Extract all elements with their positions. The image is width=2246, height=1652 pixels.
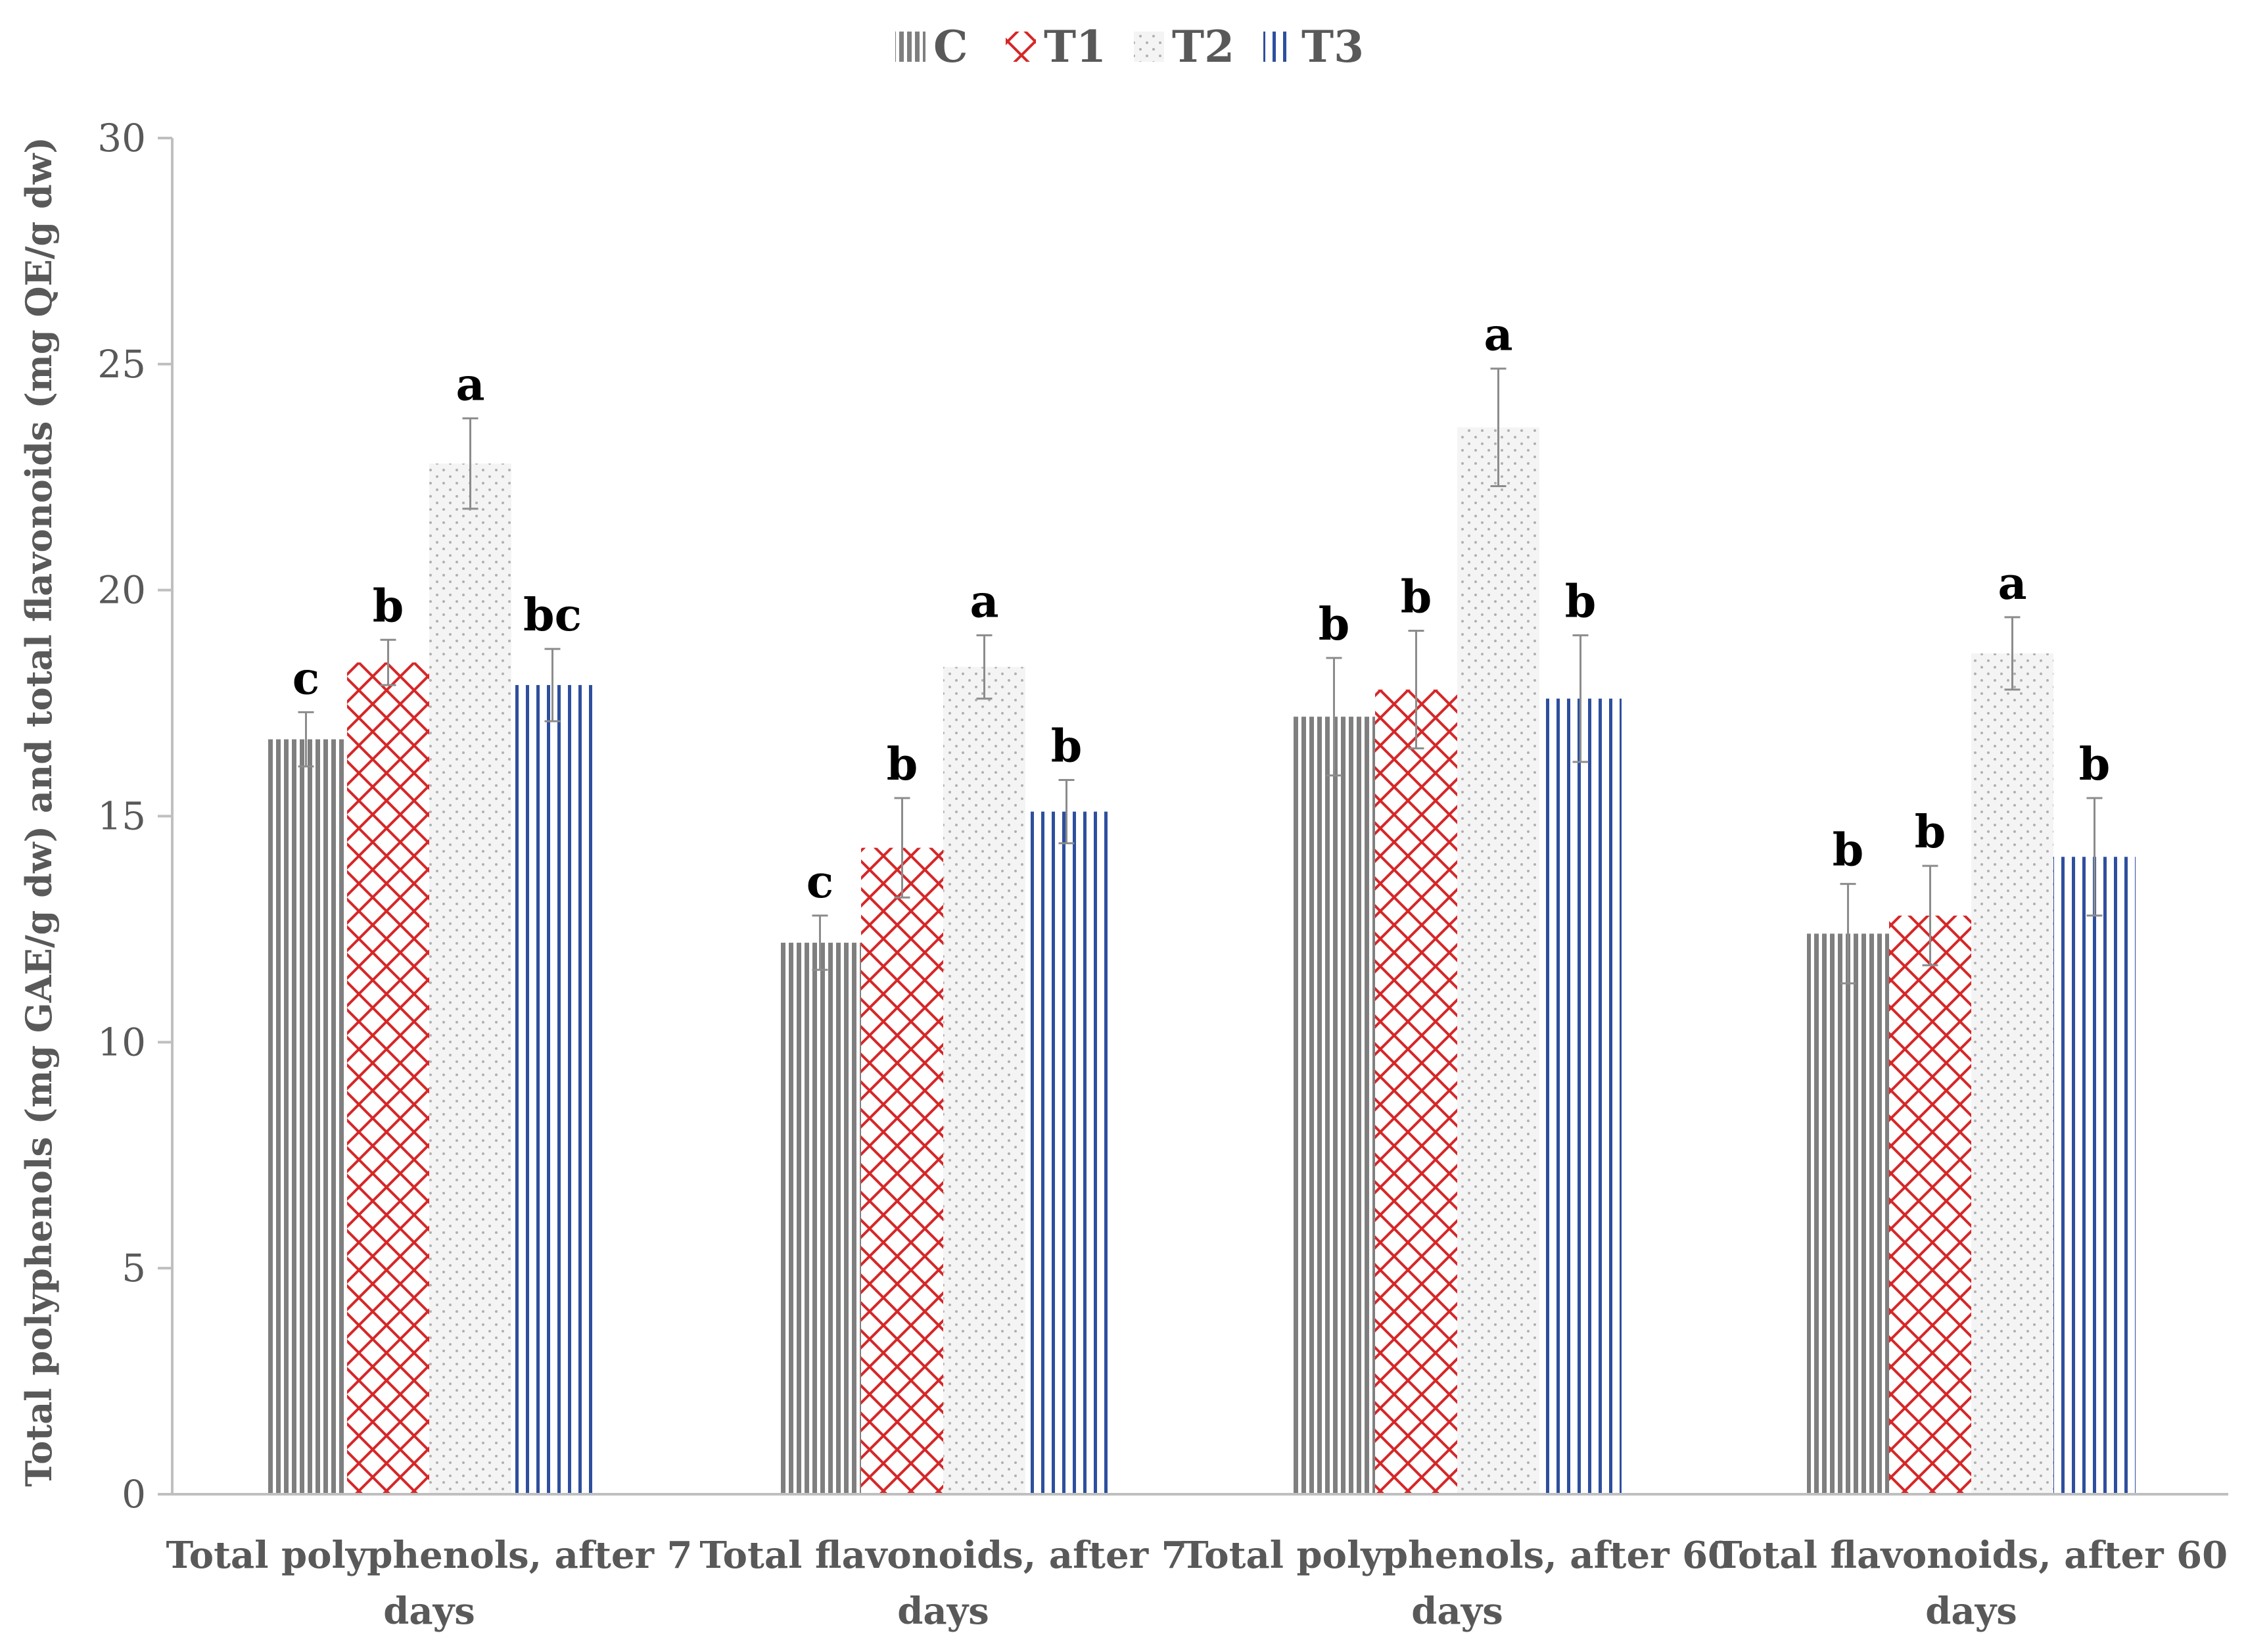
legend-label-c: C [933, 21, 968, 72]
legend-label-t3: T3 [1301, 21, 1364, 72]
significance-letter: b [1051, 720, 1083, 772]
x-category-label: days [1411, 1590, 1503, 1633]
legend: C T1 T2 T3 [895, 21, 1364, 72]
significance-letter: b [1833, 824, 1864, 877]
bar-t3-3 [1539, 698, 1622, 1494]
bar-c-2 [779, 943, 861, 1494]
x-category-label: Total flavonoids, after 7 [699, 1534, 1186, 1577]
bar-c-3 [1293, 717, 1375, 1494]
x-category-label: days [383, 1590, 475, 1633]
bar-t3-2 [1025, 811, 1108, 1494]
x-category-label: Total polyphenols, after 60 [1181, 1534, 1733, 1577]
y-tick-label: 25 [97, 342, 146, 387]
significance-letter: bc [523, 589, 582, 642]
significance-letter: b [1401, 571, 1432, 624]
x-axis: Total polyphenols, after 7 days Total flav… [166, 1493, 2228, 1633]
significance-letter: c [807, 856, 833, 909]
legend-label-t1: T1 [1044, 21, 1106, 72]
y-axis: 0 5 10 15 20 25 30 [97, 116, 174, 1517]
bar-t2-4 [1971, 653, 2053, 1495]
legend-swatch-t1 [1006, 32, 1036, 62]
y-axis-label: Total polyphenols (mg GAE/g dw) and tota… [18, 137, 60, 1487]
significance-letter: b [1565, 575, 1597, 628]
significance-letter: b [1915, 806, 1946, 859]
bar-t1-2 [861, 847, 943, 1494]
bar-t3-1 [511, 685, 594, 1494]
significance-letter: a [1484, 309, 1512, 362]
x-category-label: days [897, 1590, 989, 1633]
significance-letter: b [373, 580, 404, 632]
significance-letter: a [1998, 557, 2026, 610]
bar-t2-2 [943, 667, 1025, 1494]
significance-letter: a [456, 358, 484, 411]
significance-letter: b [1319, 598, 1350, 651]
y-tick-label: 10 [97, 1020, 146, 1064]
legend-swatch-t3 [1263, 32, 1294, 62]
legend-label-t2: T2 [1172, 21, 1234, 72]
bar-t1-4 [1889, 915, 1971, 1494]
bar-c-4 [1807, 933, 1889, 1494]
y-tick-label: 5 [122, 1246, 146, 1290]
x-category-label: days [1925, 1590, 2017, 1633]
x-category-label: Total polyphenols, after 7 [166, 1534, 692, 1577]
bar-t1-3 [1375, 689, 1457, 1494]
significance-letter: b [2079, 738, 2111, 791]
y-tick-label: 20 [97, 568, 146, 613]
y-tick-label: 15 [97, 794, 146, 839]
bar-t3-4 [2053, 857, 2136, 1494]
x-category-label: Total flavonoids, after 60 [1715, 1534, 2228, 1577]
bar-t1-1 [347, 662, 429, 1494]
significance-letter: c [292, 652, 319, 705]
bar-t2-3 [1457, 427, 1539, 1494]
significance-letter: a [970, 575, 998, 628]
bar-c-1 [265, 739, 347, 1494]
significance-letter: b [887, 738, 918, 791]
y-tick-label: 30 [97, 116, 146, 160]
legend-swatch-t2 [1134, 32, 1164, 62]
legend-swatch-c [895, 32, 925, 62]
bar-t2-1 [429, 463, 511, 1494]
y-tick-label: 0 [122, 1472, 146, 1517]
